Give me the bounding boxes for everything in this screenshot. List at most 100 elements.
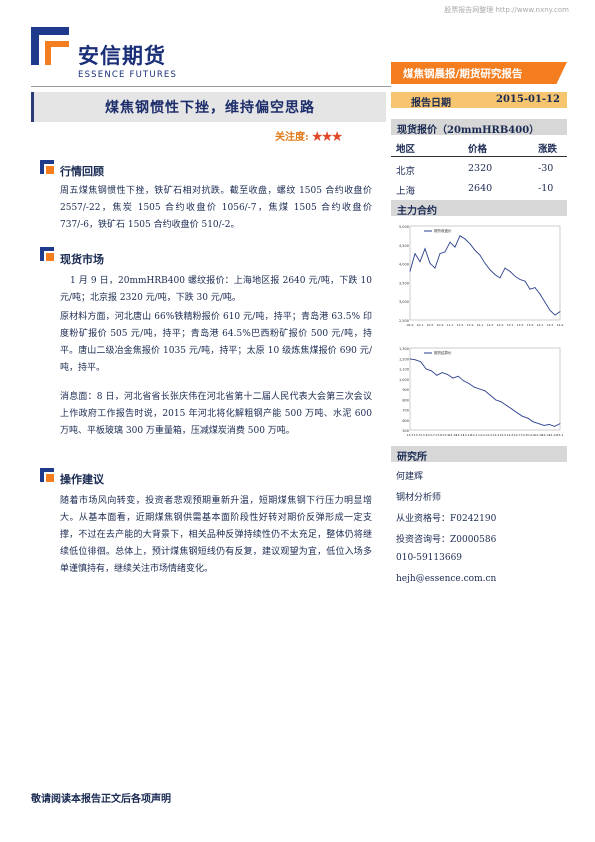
spot-paragraph-2: 原材料方面，河北唐山 66%铁精粉报价 610 元/吨，持平；青岛港 63.5%… [60, 312, 372, 373]
data-point [454, 246, 456, 248]
x-tick-label: 13-7 [428, 433, 435, 437]
data-point [529, 288, 531, 290]
data-point [425, 368, 427, 370]
data-point [468, 383, 470, 384]
data-point [479, 254, 481, 256]
y-tick-label: 1,200 [399, 357, 409, 361]
x-tick-label: 14-3 [485, 433, 492, 437]
x-tick-label: 13-6 [421, 433, 428, 437]
data-point [544, 301, 546, 303]
data-point [414, 253, 416, 254]
col-header-region: 地区 [396, 144, 416, 155]
header-divider [31, 86, 391, 87]
data-point [516, 412, 518, 414]
x-tick-label: 13-8 [435, 433, 442, 437]
x-tick-label: 13-1 [507, 323, 514, 327]
report-type-label: 煤焦钢晨报/期货研究报告 [403, 68, 523, 80]
data-point [522, 415, 523, 417]
table-cell: 上海 [396, 186, 416, 197]
x-tick-label: 13-9 [527, 323, 534, 327]
y-tick-label: 3,500 [399, 281, 409, 285]
x-tick-label: 14-1 [471, 433, 478, 437]
data-point [474, 249, 476, 251]
data-point [538, 423, 539, 425]
data-point [494, 274, 496, 276]
analyst-name: 何建辉 [396, 472, 424, 482]
x-tick-label: 14-2 [478, 433, 485, 437]
data-point [554, 314, 556, 316]
x-tick-label: 13-10 [448, 433, 457, 437]
spot-quote-title: 现货报价（20mmHRB400） [397, 125, 540, 136]
x-tick-label: 14-7 [514, 433, 521, 437]
report-date-bar: 报告日期 2015-01-12 [391, 92, 567, 109]
data-point [409, 270, 411, 272]
data-point [424, 248, 426, 250]
x-tick-label: 14-12 [548, 433, 557, 437]
data-point [473, 386, 475, 388]
legend-label: 期货结算价 [434, 350, 452, 355]
main-contract-header: 主力合约 [391, 200, 567, 217]
data-point [447, 374, 448, 375]
y-tick-label: 1,000 [399, 378, 409, 382]
report-type-banner: 煤焦钢晨报/期货研究报告 [391, 62, 567, 84]
data-point [527, 417, 529, 419]
data-point [489, 269, 491, 271]
series-line [409, 235, 561, 316]
data-point [479, 388, 481, 390]
data-point [463, 380, 464, 382]
attention-rating: 关注度: ★★★ [275, 128, 342, 143]
research-header: 研究所 [391, 446, 567, 463]
consulting-number: 投资咨询号：Z0000586 [396, 535, 497, 545]
table-cell: -10 [538, 183, 554, 194]
data-point [509, 270, 511, 272]
section-title-spot: 现货市场 [60, 253, 104, 266]
data-point [549, 309, 551, 311]
x-tick-label: 10-5 [427, 323, 434, 327]
x-tick-label: 13-5 [517, 323, 524, 327]
data-point [409, 358, 411, 360]
data-point [504, 267, 506, 269]
data-point [459, 235, 461, 237]
x-tick-label: 12-9 [497, 323, 504, 327]
y-tick-label: 800 [402, 398, 409, 402]
y-tick-label: 900 [402, 388, 409, 392]
analyst-title: 钢材分析师 [396, 493, 442, 503]
email-address[interactable]: hejh@essence.com.cn [396, 574, 497, 584]
advice-paragraph: 随着市场风向转变，投资者悲观预期重新升温，短期煤焦钢下行压力明显增大。从基本面看… [60, 496, 372, 574]
x-tick-label: 14-5 [499, 433, 506, 437]
data-point [484, 390, 486, 392]
attention-stars: ★★★ [312, 132, 343, 143]
x-tick-label: 14-5 [547, 323, 554, 327]
data-point [429, 262, 431, 264]
y-tick-label: 5,000 [399, 225, 409, 229]
x-tick-label: 10-9 [437, 323, 444, 327]
x-tick-label: 12-5 [487, 323, 494, 327]
y-tick-label: 1,300 [399, 347, 409, 351]
x-tick-label: 14-6 [507, 433, 514, 437]
x-tick-label: 14-1 [537, 323, 544, 327]
essence-logo-icon [31, 27, 69, 65]
y-tick-label: 500 [402, 429, 409, 433]
plot-frame [409, 225, 561, 321]
data-point [511, 408, 513, 410]
main-contract-title: 主力合约 [397, 206, 437, 217]
data-point [506, 405, 507, 406]
section-title-advice: 操作建议 [60, 473, 104, 486]
data-point [436, 374, 438, 376]
col-header-change: 涨跌 [538, 144, 558, 155]
x-tick-label: 13-9 [442, 433, 449, 437]
legend-label: 期货收盘价 [434, 228, 452, 233]
data-point [524, 280, 526, 282]
data-point [464, 238, 466, 240]
x-tick-label: 14-9 [528, 433, 535, 437]
x-tick-label: 12-1 [477, 323, 484, 327]
data-point [444, 251, 446, 253]
section-icon [40, 247, 54, 261]
report-date-value: 2015-01-12 [496, 94, 560, 105]
x-tick-label: 11-9 [467, 323, 474, 327]
table-cell: 北京 [396, 166, 416, 177]
data-point [452, 377, 454, 379]
y-tick-label: 700 [402, 409, 409, 413]
x-tick-label: 15-1 [557, 433, 564, 437]
